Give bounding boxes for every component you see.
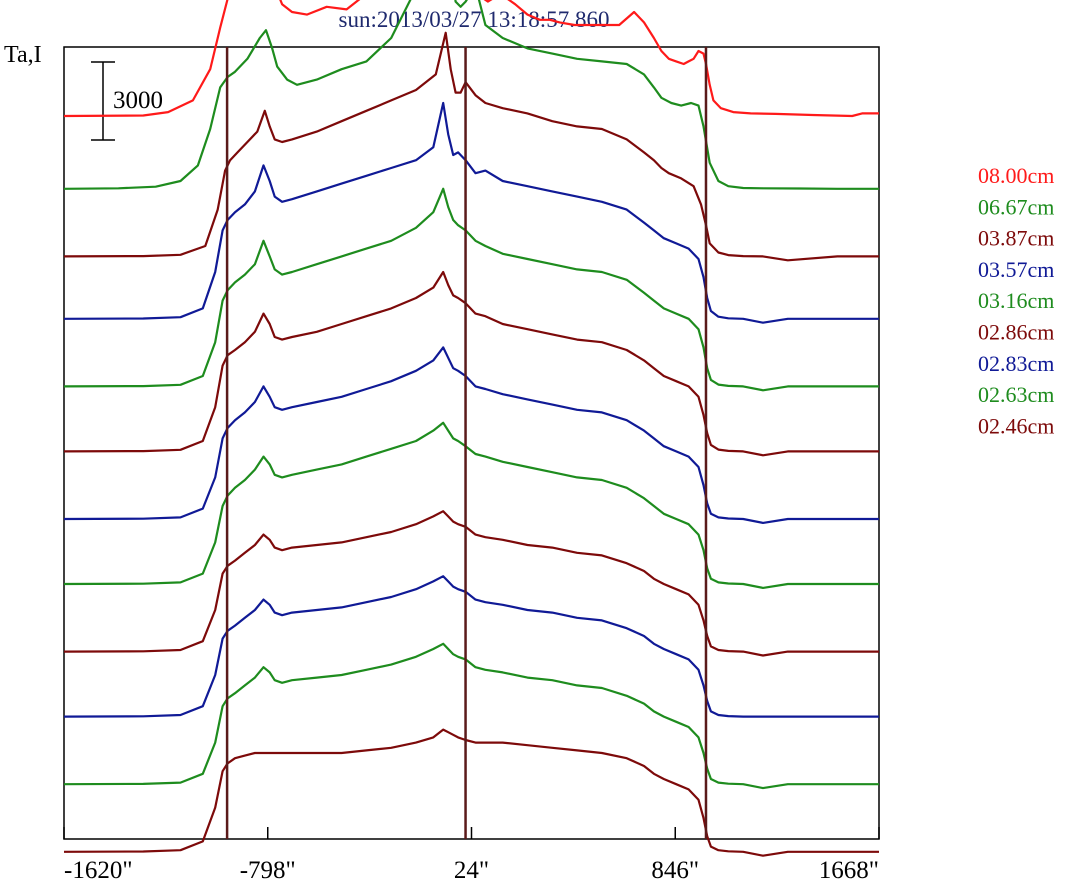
legend-entry-2: 06.67cm [978,194,1054,219]
legend: 08.00cm 06.67cm 03.87cm 03.57cm 03.16cm 02.86… [978,163,1054,438]
x-tick-label-2: -798" [240,857,296,884]
y-axis-label: Ta,I [4,42,42,68]
series-layer [63,0,879,857]
series-line-1 [63,0,879,118]
series-line-9 [63,510,879,657]
series-line-7 [63,346,879,525]
x-tick-label-1: -1620" [64,857,133,884]
legend-entry-8: 02.63cm [978,382,1054,407]
scale-bar-label: 3000 [113,87,163,114]
legend-entry-5: 03.16cm [978,288,1054,313]
scale-bar: 3000 [91,61,163,141]
legend-entry-7: 02.83cm [978,351,1054,376]
legend-entry-9: 02.46cm [978,413,1054,438]
series-line-5 [63,187,879,392]
series-line-6 [63,270,879,457]
chart-title: sun:2013/03/27 13:18:57.860 [339,7,610,32]
plot-frame [63,46,880,840]
x-axis-ticks: -1620" -798" 24" 846" 1668" [63,827,880,884]
series-line-3 [63,31,879,262]
marker-layer [225,47,708,839]
series-line-4 [63,101,879,324]
legend-entry-1: 08.00cm [978,163,1054,188]
legend-entry-4: 03.57cm [978,257,1054,282]
series-line-10 [63,575,879,718]
legend-entry-6: 02.86cm [978,320,1054,345]
legend-entry-3: 03.87cm [978,226,1054,251]
x-tick-label-5: 1668" [819,857,879,884]
x-tick-label-3: 24" [454,857,489,884]
x-tick-label-4: 846" [651,857,699,884]
